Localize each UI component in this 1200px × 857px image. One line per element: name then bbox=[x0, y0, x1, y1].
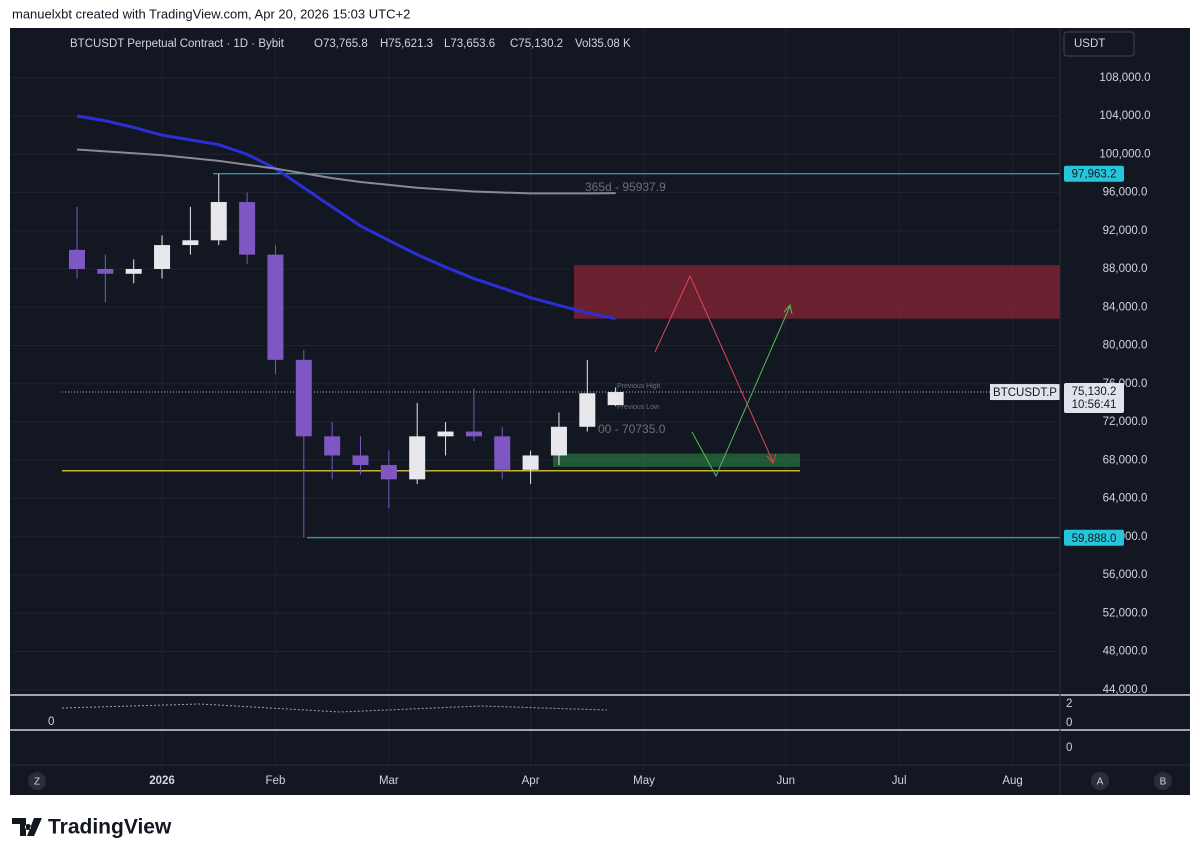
level-label: 59,888.0 bbox=[1072, 533, 1117, 545]
attribution: manuelxbt created with TradingView.com, … bbox=[12, 6, 410, 21]
y-tick-label: 80,000.0 bbox=[1103, 340, 1148, 352]
button-label[interactable]: Z bbox=[34, 777, 40, 788]
button[interactable] bbox=[1154, 772, 1172, 790]
candle-body bbox=[69, 249, 85, 269]
ohlc-low: L73,653.6 bbox=[444, 38, 495, 50]
annotation: Previous High bbox=[617, 383, 661, 390]
x-tick-label: Jul bbox=[892, 775, 907, 787]
annotation: Previous Low bbox=[617, 404, 660, 411]
candle-body bbox=[522, 455, 539, 470]
annotation: 00 - 70735.0 bbox=[598, 422, 666, 436]
indicator-label: 0 bbox=[1066, 717, 1072, 729]
y-tick-label: 44,000.0 bbox=[1103, 684, 1148, 696]
countdown: 10:56:41 bbox=[1072, 399, 1117, 411]
symbol: BTCUSDT Perpetual Contract · 1D · Bybit bbox=[70, 38, 285, 50]
plot-area: 108,000.0 104,000.0 100,000.0 96,000.0 92,00… bbox=[10, 28, 1151, 787]
y-tick-label: 100,000.0 bbox=[1099, 148, 1150, 160]
button-label[interactable]: A bbox=[1097, 777, 1104, 788]
candle-body bbox=[324, 436, 341, 456]
zone bbox=[574, 265, 1060, 319]
y-tick-label: 92,000.0 bbox=[1103, 225, 1148, 237]
y-tick-label: 108,000.0 bbox=[1099, 72, 1150, 84]
x-tick-label: May bbox=[633, 775, 655, 787]
indicator-label: 0 bbox=[1066, 742, 1072, 754]
symbol-tag bbox=[990, 384, 1060, 401]
candle-body bbox=[267, 254, 284, 360]
candle-body bbox=[295, 359, 312, 437]
button-label[interactable]: B bbox=[1160, 777, 1167, 788]
ohlc-open: O73,765.8 bbox=[314, 38, 368, 50]
x-tick-label: Jun bbox=[776, 775, 795, 787]
candle-body bbox=[409, 436, 426, 480]
price-tag bbox=[1064, 383, 1124, 414]
candle-body bbox=[380, 465, 397, 480]
y-tick-label: 104,000.0 bbox=[1099, 110, 1150, 122]
candle-body bbox=[579, 393, 596, 427]
candle-body bbox=[465, 431, 482, 437]
button[interactable] bbox=[1091, 772, 1109, 790]
level-tag bbox=[1064, 165, 1124, 182]
projection-red bbox=[654, 274, 774, 463]
indicator-label: 2 bbox=[1066, 698, 1072, 710]
button[interactable] bbox=[28, 772, 46, 790]
y-tick-label: 88,000.0 bbox=[1103, 263, 1148, 275]
y-tick-label: 96,000.0 bbox=[1103, 187, 1148, 199]
candle-body bbox=[550, 426, 567, 456]
x-tick-label: 2026 bbox=[149, 775, 175, 787]
moving-average bbox=[76, 114, 616, 321]
x-tick-label: Feb bbox=[266, 775, 286, 787]
arrow-head bbox=[783, 303, 793, 315]
currency-button[interactable] bbox=[1063, 31, 1135, 57]
candle-body bbox=[607, 392, 624, 406]
ohlc-high: H75,621.3 bbox=[380, 38, 433, 50]
candle-body bbox=[437, 431, 454, 437]
level-label: 97,963.2 bbox=[1072, 169, 1117, 181]
candle-body bbox=[182, 240, 199, 246]
y-tick-label: 48,000.0 bbox=[1103, 646, 1148, 658]
x-tick-label: Aug bbox=[1002, 775, 1022, 787]
moving-average bbox=[76, 148, 616, 195]
candle-body bbox=[239, 202, 256, 255]
arrow-head bbox=[766, 453, 777, 464]
ohlc-close: C75,130.2 bbox=[510, 38, 563, 50]
y-tick-label: 68,000.0 bbox=[1103, 454, 1148, 466]
candle-body bbox=[125, 268, 142, 274]
logo-text: TradingView bbox=[48, 816, 172, 839]
annotation: 365d - 95937.9 bbox=[585, 180, 666, 194]
candle-body bbox=[154, 245, 171, 269]
y-tick-label: 84,000.0 bbox=[1103, 301, 1148, 313]
x-tick-label: Mar bbox=[379, 775, 399, 787]
currency[interactable]: USDT bbox=[1074, 38, 1105, 50]
ohlc-volume: Vol35.08 K bbox=[575, 38, 631, 50]
y-tick-label: 72,000.0 bbox=[1103, 416, 1148, 428]
chart-panel bbox=[10, 28, 1190, 795]
symbol-tag-label: BTCUSDT.P bbox=[993, 387, 1057, 399]
logo: TradingView bbox=[12, 816, 172, 839]
candle-body bbox=[352, 455, 369, 466]
indicator-line bbox=[61, 703, 608, 713]
candle-body bbox=[97, 268, 114, 274]
indicator-label: 0 bbox=[48, 716, 54, 728]
x-tick-label: Apr bbox=[522, 775, 540, 787]
projection-green bbox=[691, 305, 791, 478]
y-tick-label: 56,000.0 bbox=[1103, 569, 1148, 581]
level-tag bbox=[1064, 529, 1124, 546]
y-tick-label: 52,000.0 bbox=[1103, 607, 1148, 619]
price-tag-label: 75,130.2 bbox=[1072, 386, 1117, 398]
candle-body bbox=[494, 436, 511, 470]
y-tick-label: 64,000.0 bbox=[1103, 493, 1148, 505]
candle-body bbox=[210, 202, 227, 241]
zone bbox=[553, 453, 800, 467]
